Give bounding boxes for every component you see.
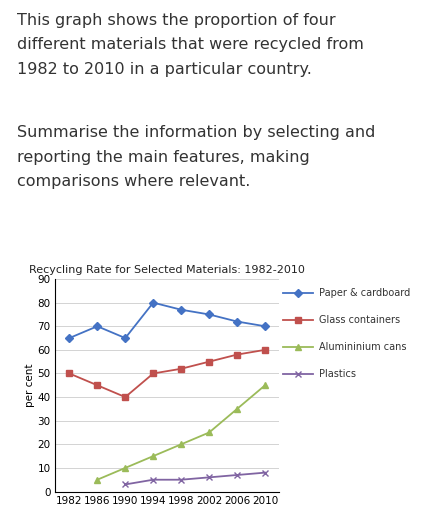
Alumininium cans	[95, 477, 100, 483]
Glass containers	[123, 394, 128, 400]
Alumininium cans	[151, 453, 156, 459]
Alumininium cans	[207, 430, 212, 436]
Glass containers	[262, 347, 268, 353]
Paper & cardboard	[67, 335, 72, 341]
Y-axis label: per cent: per cent	[25, 364, 35, 407]
Plastics	[262, 470, 268, 476]
Paper & cardboard	[207, 311, 212, 317]
Glass containers	[151, 370, 156, 376]
Plastics	[235, 472, 240, 478]
Paper & cardboard	[95, 323, 100, 329]
Plastics	[178, 477, 184, 483]
Plastics	[151, 477, 156, 483]
Plastics	[207, 474, 212, 480]
Alumininium cans	[262, 382, 268, 388]
Glass containers	[207, 358, 212, 365]
Text: Alumininium cans: Alumininium cans	[319, 342, 406, 352]
Text: 1982 to 2010 in a particular country.: 1982 to 2010 in a particular country.	[17, 62, 312, 77]
Paper & cardboard	[235, 318, 240, 325]
Alumininium cans	[178, 441, 184, 447]
Alumininium cans	[235, 406, 240, 412]
Paper & cardboard	[123, 335, 128, 341]
Glass containers	[95, 382, 100, 388]
Line: Glass containers: Glass containers	[66, 347, 268, 400]
Text: Glass containers: Glass containers	[319, 315, 400, 325]
Text: Summarise the information by selecting and: Summarise the information by selecting a…	[17, 125, 375, 140]
Line: Alumininium cans: Alumininium cans	[95, 382, 268, 482]
Paper & cardboard	[151, 300, 156, 306]
Text: comparisons where relevant.: comparisons where relevant.	[17, 174, 250, 189]
Plastics	[123, 481, 128, 487]
Text: reporting the main features, making: reporting the main features, making	[17, 150, 310, 164]
Glass containers	[235, 352, 240, 358]
Text: This graph shows the proportion of four: This graph shows the proportion of four	[17, 13, 336, 28]
Glass containers	[178, 366, 184, 372]
Glass containers	[67, 370, 72, 376]
Title: Recycling Rate for Selected Materials: 1982-2010: Recycling Rate for Selected Materials: 1…	[29, 266, 305, 275]
Paper & cardboard	[178, 307, 184, 313]
Alumininium cans	[123, 465, 128, 471]
Paper & cardboard	[262, 323, 268, 329]
Line: Plastics: Plastics	[123, 470, 268, 487]
Text: Paper & cardboard: Paper & cardboard	[319, 288, 410, 298]
Line: Paper & cardboard: Paper & cardboard	[66, 300, 268, 341]
Text: different materials that were recycled from: different materials that were recycled f…	[17, 37, 364, 52]
Text: Plastics: Plastics	[319, 369, 356, 379]
